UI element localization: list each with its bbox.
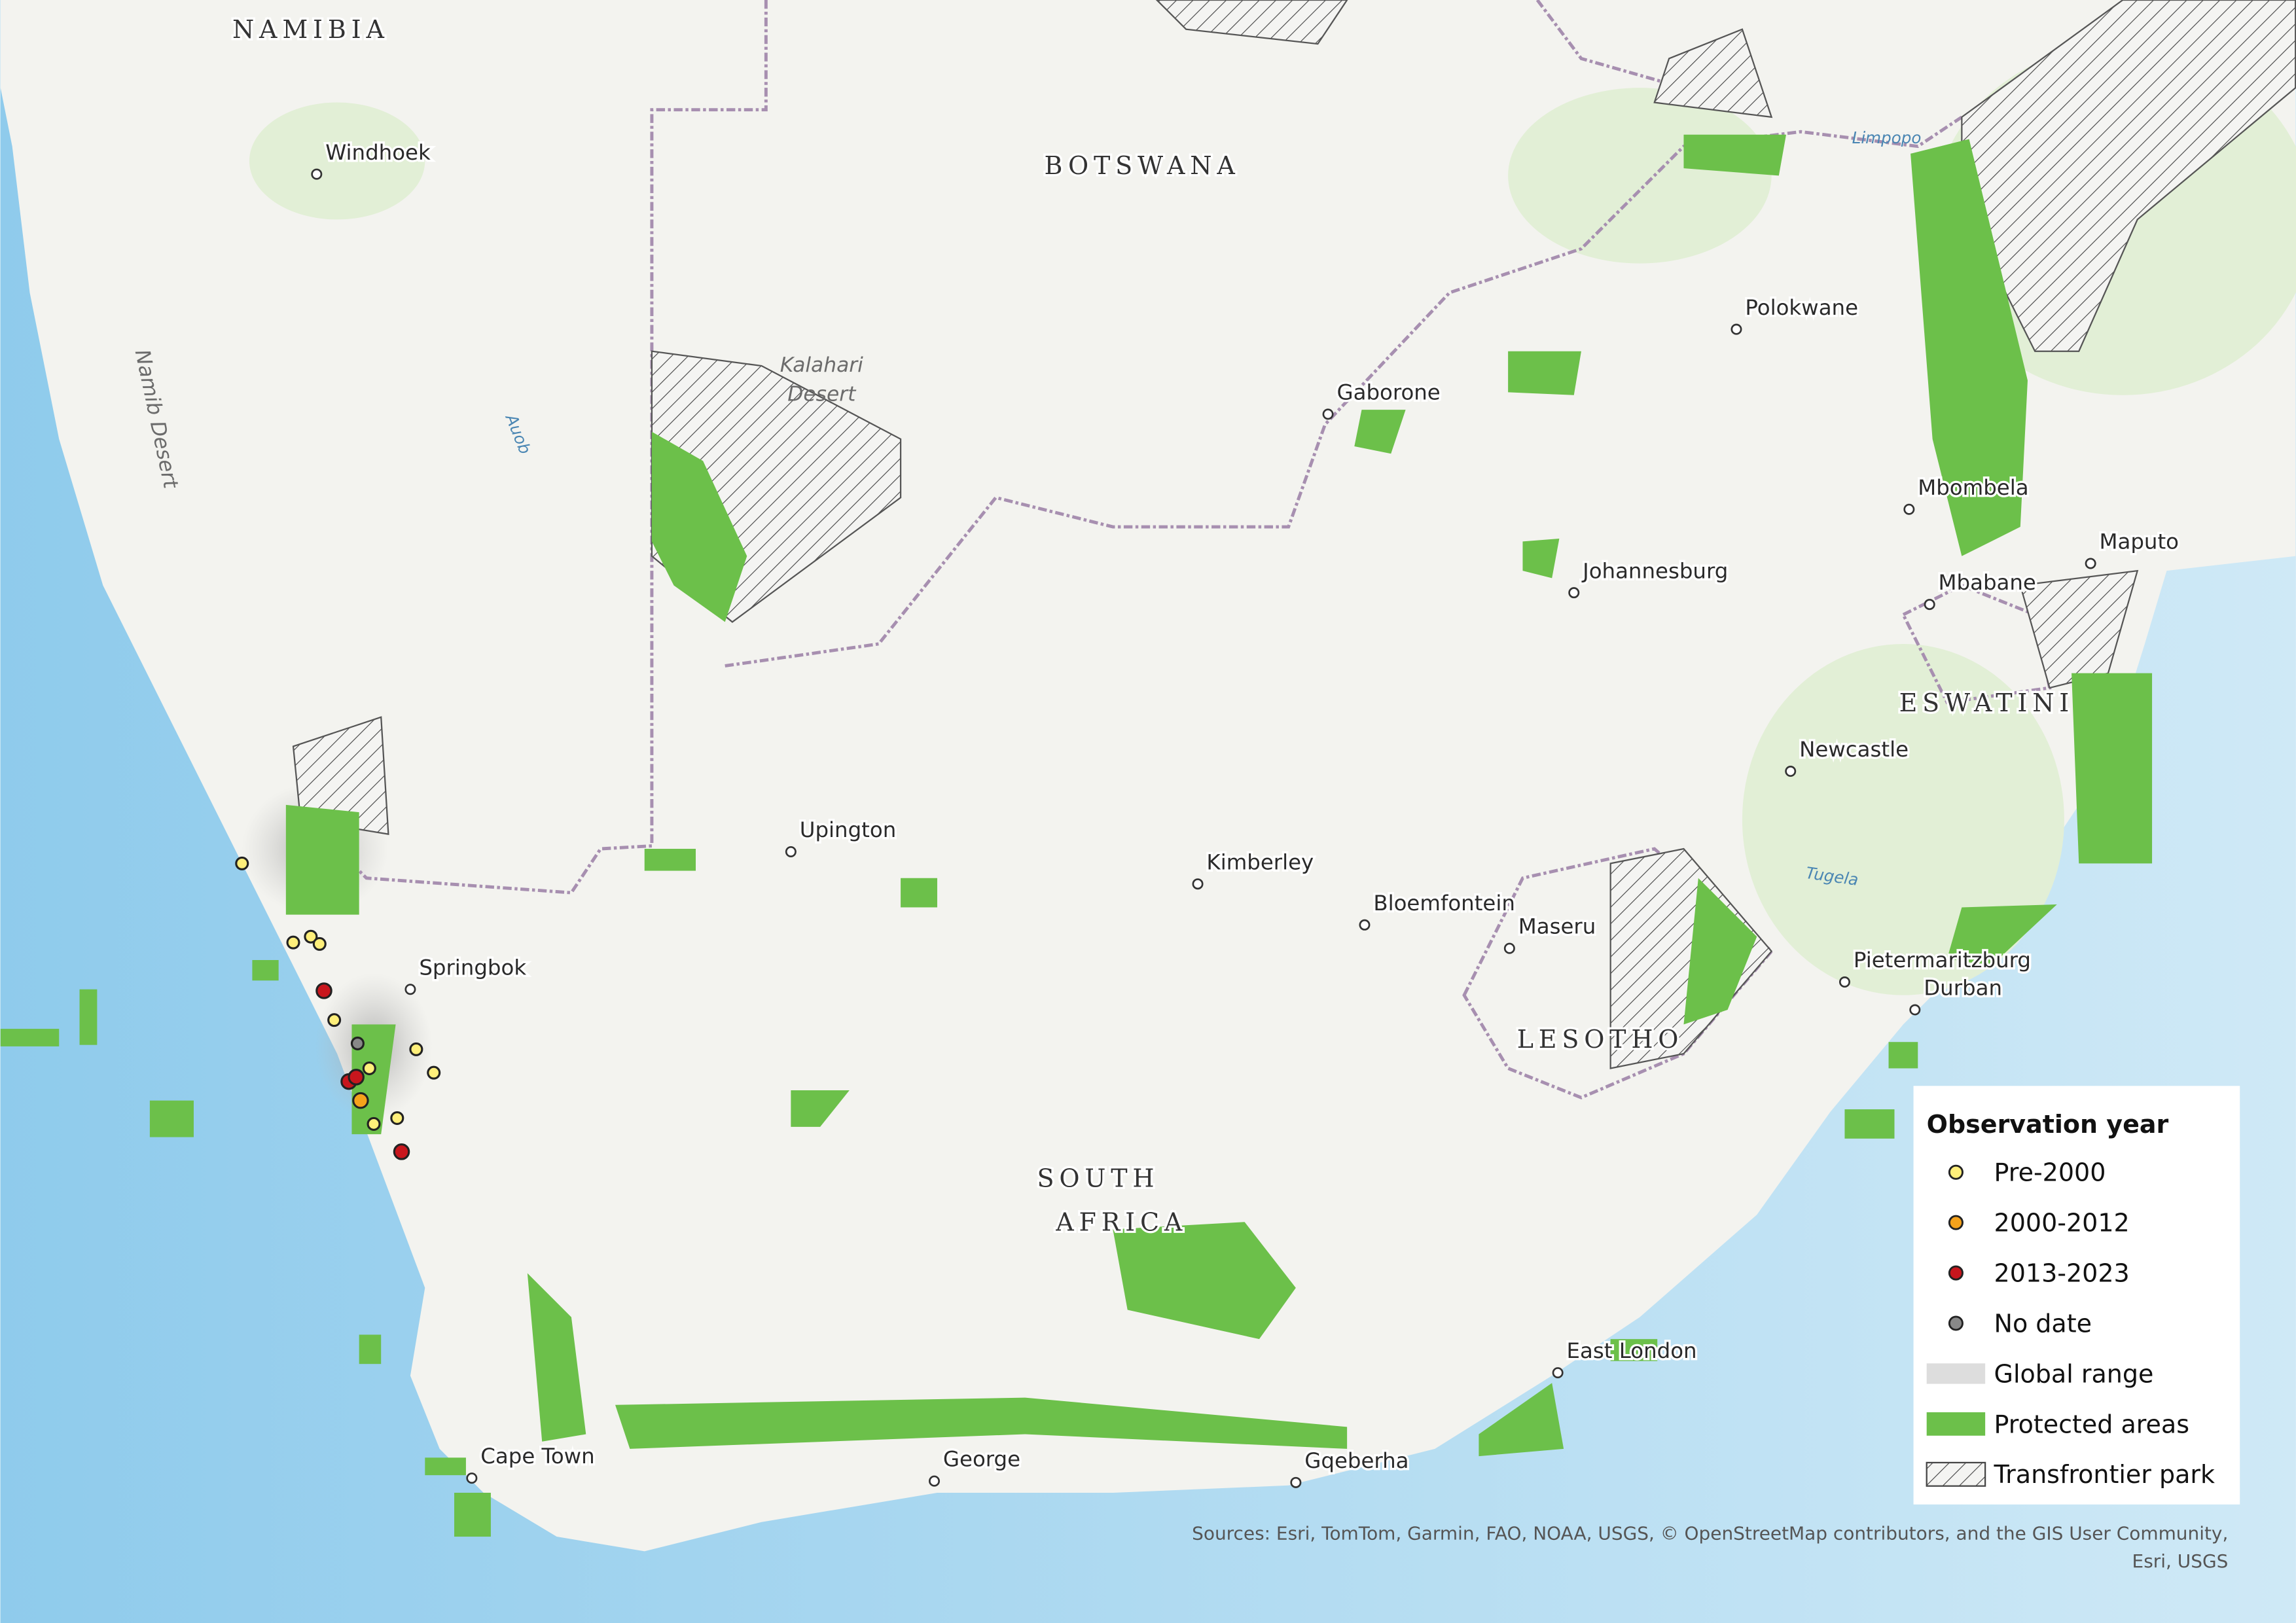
country-label: SOUTH [1037,1164,1160,1193]
land [0,0,2296,1552]
city-marker [1322,408,1334,420]
city-label: East London [1567,1338,1697,1363]
city-marker [1909,1004,1921,1016]
observations [235,856,441,1160]
country-label: ESWATINI [1899,688,2075,717]
city-marker [404,984,416,995]
city-label: Bloemfontein [1373,891,1515,916]
legend-symbol [1926,1461,1986,1487]
river-label: Limpopo [1852,128,1922,147]
observation-pre-2000 [390,1111,404,1126]
observation-pre-2000 [235,856,249,870]
sources: Sources: Esri, TomTom, Garmin, FAO, NOAA… [1192,1523,2228,1544]
legend-symbol [1948,1164,1964,1180]
city-label: Johannesburg [1581,558,1728,583]
legend-items: Pre-2000 2000-2012 2013-2023 No date Global … [1926,1158,2215,1489]
observation-pre-2000 [312,936,327,951]
legend-label: Pre-2000 [1994,1158,2106,1187]
country-label: NAMIBIA [232,15,389,44]
city-marker [1552,1367,1564,1379]
region-label: Desert [787,383,857,406]
city-label: Windhoek [325,140,431,165]
city-label: Cape Town [480,1444,594,1469]
city-label: Durban [1924,976,2002,1001]
legend-label: Protected areas [1994,1410,2189,1438]
city-marker [1924,599,1935,611]
legend-label: Global range [1994,1359,2154,1388]
observation-2013-2023 [393,1143,410,1160]
protected-areas [0,134,2153,1537]
city-label: Gqeberha [1304,1448,1408,1473]
city-label: Polokwane [1745,295,1858,320]
city-marker [1290,1476,1302,1488]
city-label: Gaborone [1336,380,1440,404]
labels: Windhoek Gaborone Polokwane Mbombela Maputo M… [130,13,2181,1488]
city-label: Pietermaritzburg [1854,948,2031,972]
observation-no-date [350,1036,365,1050]
country-label: BOTSWANA [1045,151,1240,180]
observation-pre-2000 [409,1042,423,1056]
city-label: Mbombela [1918,475,2028,500]
legend-symbol [1948,1215,1964,1230]
city-label: Upington [800,817,896,842]
city-marker [1731,323,1742,335]
borders [336,0,2052,1099]
legend-title: Observation year [1927,1110,2169,1139]
legend-symbol [1926,1412,1986,1436]
city-label: Newcastle [1799,737,1909,762]
observation-pre-2000 [286,935,300,950]
legend-label: No date [1994,1309,2092,1338]
observation-pre-2000 [362,1061,376,1075]
observation-pre-2000 [367,1116,381,1131]
city-label: Maputo [2100,529,2179,554]
city-marker [2085,558,2096,569]
city-label: George [943,1447,1020,1472]
legend-box [1913,1086,2240,1505]
legend-label: 2013-2023 [1994,1259,2130,1288]
city-marker [1785,766,1797,777]
city-label: Mbabane [1939,570,2036,595]
legend-symbol [1948,1265,1964,1281]
city-label: Springbok [419,955,526,980]
city-marker [1903,503,1915,515]
legend: Observation year Pre-2000 2000-2012 2013-2… [1913,1086,2240,1505]
city-marker [1839,976,1850,988]
city-marker [1359,919,1371,931]
city-marker [929,1475,941,1487]
observation-2013-2023 [315,982,332,999]
city-marker [1192,878,1204,890]
legend-label: 2000-2012 [1994,1209,2130,1238]
observation-pre-2000 [327,1013,342,1027]
observation-pre-2000 [304,929,318,944]
region-label: Kalahari [780,353,863,377]
country-label: AFRICA [1055,1208,1187,1237]
legend-symbol [1948,1315,1964,1331]
city-marker [1503,942,1515,954]
observation-2013-2023 [348,1069,365,1086]
city-marker [785,846,797,857]
country-label: LESOTHO [1517,1025,1684,1054]
city-marker [311,168,323,180]
observation-2000-2012 [352,1092,369,1109]
city-marker [466,1472,478,1484]
sources: Esri, USGS [2132,1550,2229,1572]
legend-label: Transfrontier park [1994,1460,2215,1489]
city-label: Maseru [1518,914,1596,939]
city-marker [1568,587,1580,599]
legend-symbol [1926,1363,1986,1384]
observation-pre-2000 [427,1065,441,1080]
city-label: Kimberley [1206,849,1314,874]
